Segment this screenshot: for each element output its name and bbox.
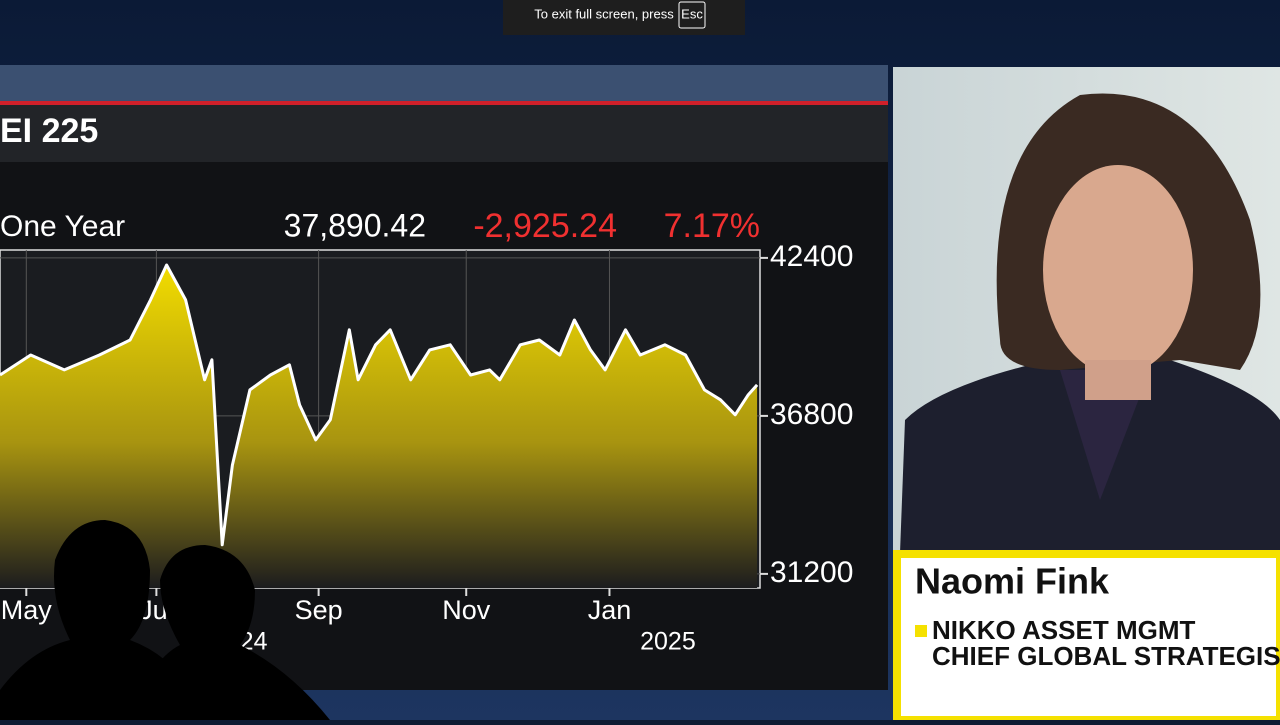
change-pct: 7.17% — [664, 207, 760, 245]
y-tick-label: 31200 — [770, 556, 853, 589]
title-bar — [0, 105, 888, 162]
guest-role: CHIEF GLOBAL STRATEGIS — [932, 641, 1280, 671]
face — [1043, 165, 1193, 375]
change: -2,925.24 — [473, 207, 617, 245]
guest-org: NIKKO ASSET MGMT — [932, 615, 1195, 645]
area — [0, 265, 758, 588]
guest-name: Naomi Fink — [915, 561, 1110, 602]
last-price: 37,890.42 — [284, 207, 426, 243]
y-tick-label: 36800 — [770, 398, 853, 431]
silhouette — [0, 520, 200, 720]
x-tick-label: Nov — [442, 595, 491, 625]
silhouette — [130, 545, 330, 720]
notice-text: To exit full screen, press — [534, 6, 674, 21]
silhouettes — [0, 520, 330, 720]
key-box — [678, 1, 706, 29]
lower-third — [893, 550, 1280, 724]
chart-title: EI 225 — [0, 112, 98, 150]
neck — [1085, 360, 1151, 400]
bullet — [915, 625, 927, 637]
key-label[interactable]: Esc — [681, 6, 703, 21]
panel-top — [0, 65, 888, 101]
top — [1060, 370, 1150, 500]
y-tick-label: 42400 — [770, 240, 853, 273]
x-tick-label: Sep — [295, 595, 343, 625]
line — [0, 263, 759, 547]
period: One Year — [0, 210, 125, 243]
x-tick-label: May — [1, 595, 53, 625]
year-label: 2025 — [640, 628, 696, 656]
x-tick-label: Jan — [588, 595, 632, 625]
red-rule — [0, 101, 888, 105]
